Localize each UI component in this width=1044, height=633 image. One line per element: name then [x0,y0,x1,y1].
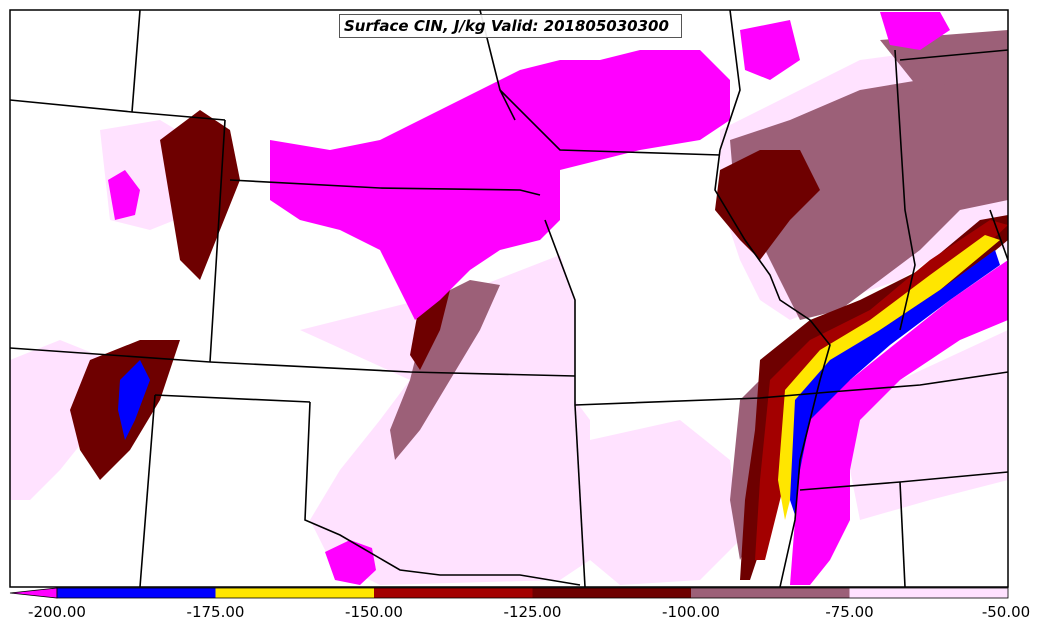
border-alabama-west [899,481,906,588]
colorbar-tick-label: -100.00 [662,603,720,621]
cin-fields [10,12,1008,585]
colorbar-extension [9,587,58,599]
border-kansas-north [209,361,576,377]
colorbar-tick-label: -125.00 [503,603,562,621]
field-magenta-northeast [880,12,950,50]
field-magenta-southeast [790,260,1008,585]
colorbar-bin [691,588,850,598]
border-wisconsin [719,9,741,151]
border-kentucky-south [829,371,1009,393]
colorbar [9,587,1009,599]
field-blue-southeast [790,250,1000,530]
colorbar-bin [532,588,691,598]
colorbar-border [56,587,1009,599]
border-mississippi-river [714,149,831,588]
border-ohio [989,209,1009,261]
border-michigan-south [899,49,1009,61]
field-pink-texas [590,420,740,585]
colorbar-bin [57,588,216,598]
field-magenta-texas [325,540,376,585]
field-mauve-east [730,60,1008,320]
border-kansas-east [544,219,576,405]
border-nebraska-north [229,179,541,196]
colorbar-tick-label: -75.00 [825,603,874,621]
colorbar-tick-label: -150.00 [345,603,403,621]
colorbar-tick-label: -50.00 [981,603,1031,621]
border-oklahoma-panhandle [304,401,581,586]
border-montana-east [131,9,141,113]
border-wyoming-east [209,119,226,363]
field-mauve-plains-streak [390,280,500,460]
border-oklahoma-north [574,391,831,406]
field-pink-plains [300,255,590,585]
border-illinois-east [894,49,916,331]
field-magenta-corn [740,20,800,80]
map-title: Surface CIN, J/kg Valid: 201805030300 [339,14,682,38]
field-darkred-nw [160,110,240,280]
border-texas-west [139,394,156,588]
border-arkansas-west [574,404,586,588]
colorbar-bin [374,588,533,598]
field-magenta-west [108,170,140,220]
map-frame [9,9,1009,588]
colorbar-bin [215,588,374,598]
state-borders [9,9,1009,588]
colorbar-tick-label: -200.00 [28,603,86,621]
border-north-iowa [499,89,721,156]
field-blue-west [118,360,150,440]
border-colorado-south [154,394,311,403]
field-magenta-plains [270,50,730,320]
border-wyoming-south [9,347,211,363]
colorbar-tick-label: -175.00 [186,603,245,621]
colorbar-bin [849,588,1008,598]
